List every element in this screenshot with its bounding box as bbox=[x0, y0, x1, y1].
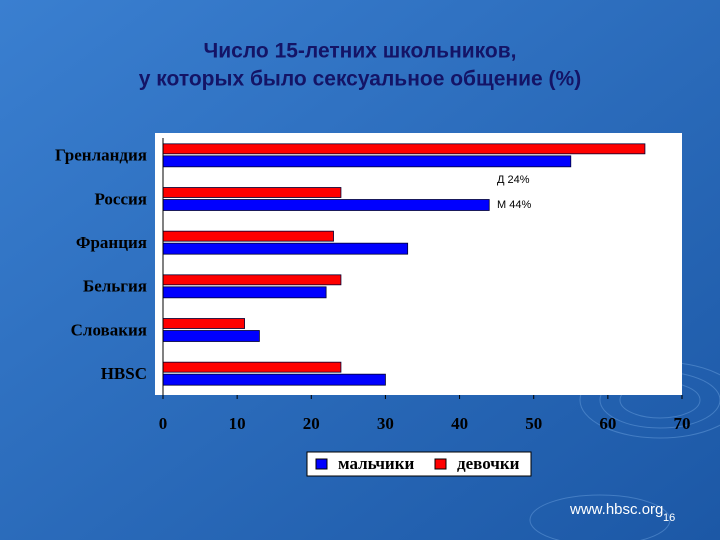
category-label: Россия bbox=[94, 189, 147, 208]
bar bbox=[162, 373, 386, 386]
bar bbox=[162, 187, 342, 198]
bar bbox=[162, 155, 572, 168]
x-tick-label: 30 bbox=[377, 414, 394, 433]
bar bbox=[162, 274, 342, 286]
bar bbox=[162, 230, 334, 242]
plot-area bbox=[155, 133, 682, 395]
x-tick-label: 50 bbox=[525, 414, 542, 433]
category-label: Словакия bbox=[71, 320, 147, 339]
x-tick-label: 60 bbox=[599, 414, 616, 433]
legend bbox=[306, 451, 532, 477]
bar bbox=[162, 361, 342, 373]
x-tick-label: 0 bbox=[159, 414, 168, 433]
x-tick-label: 10 bbox=[229, 414, 246, 433]
category-label: HBSC bbox=[101, 364, 147, 383]
x-tick-label: 20 bbox=[303, 414, 320, 433]
bar bbox=[162, 318, 245, 329]
category-label: Франция bbox=[76, 233, 147, 252]
legend-swatch bbox=[315, 458, 328, 470]
bar bbox=[162, 242, 409, 255]
category-label: Гренландия bbox=[55, 146, 147, 165]
legend-swatch bbox=[434, 458, 447, 470]
annotation: М 44% bbox=[497, 199, 531, 211]
x-tick-label: 40 bbox=[451, 414, 468, 433]
legend-label: девочки bbox=[457, 454, 520, 473]
chart-title: у которых было сексуальное общение (%) bbox=[139, 68, 581, 91]
chart-title: Число 15-летних школьников, bbox=[204, 40, 517, 63]
bar bbox=[162, 143, 646, 155]
legend-label: мальчики bbox=[338, 454, 415, 473]
annotation: Д 24% bbox=[497, 174, 530, 186]
bar bbox=[162, 199, 490, 211]
x-tick-label: 70 bbox=[674, 414, 691, 433]
page-number: 16 bbox=[663, 512, 675, 524]
category-label: Бельгия bbox=[83, 277, 147, 296]
footer-url: www.hbsc.org bbox=[569, 501, 663, 518]
bar bbox=[162, 330, 260, 342]
bar bbox=[162, 286, 327, 299]
